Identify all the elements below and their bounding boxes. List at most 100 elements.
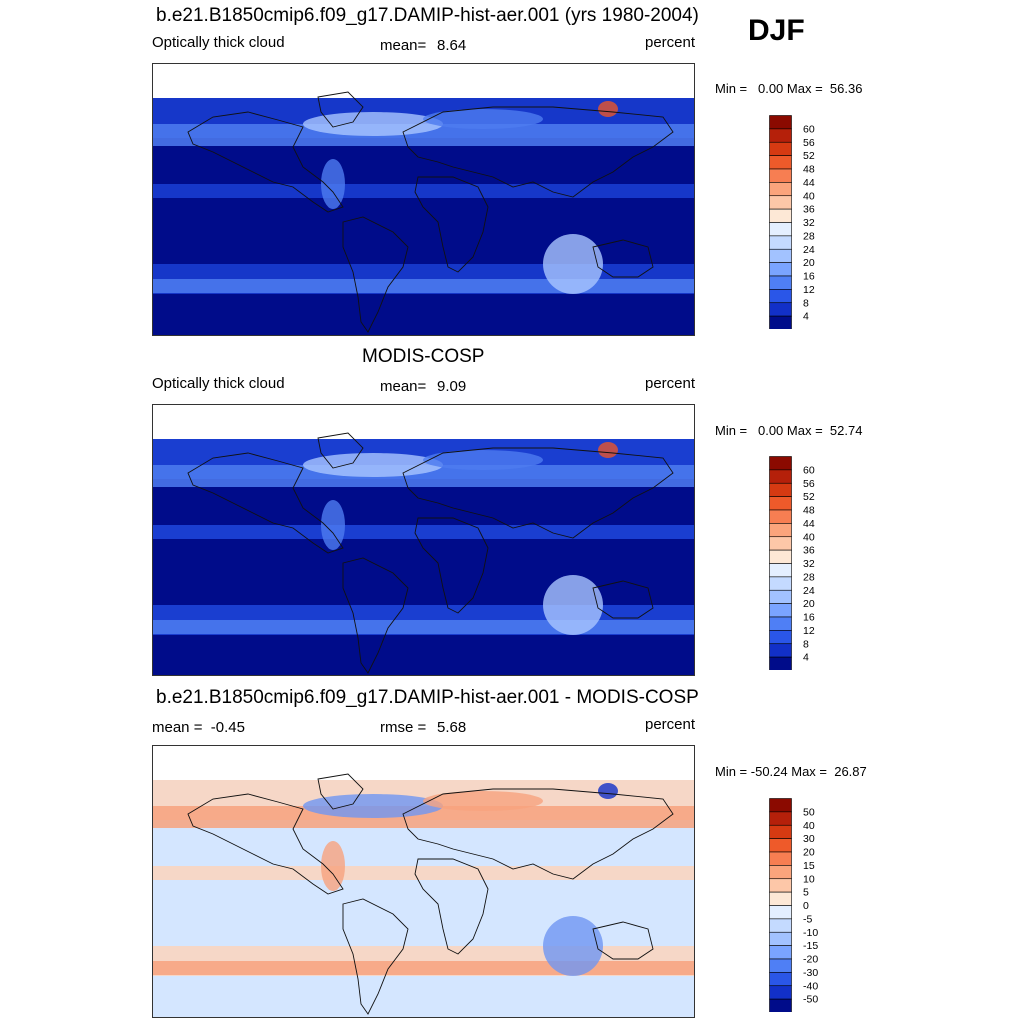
coastline (317, 773, 364, 810)
panel-1-colorbar: 60 56 52 48 44 40 36 32 28 24 20 16 12 8 4 (769, 115, 829, 330)
colorbar-tick-label: -20 (803, 954, 818, 966)
colorbar-tick-label: 4 (803, 652, 809, 664)
field-blob (321, 841, 345, 891)
colorbar-tick-label: 30 (803, 833, 815, 845)
colorbar-swatch (769, 563, 792, 578)
field-band (153, 866, 694, 880)
colorbar-tick-label: 15 (803, 860, 815, 872)
colorbar-swatch (769, 972, 792, 987)
colorbar-swatch (769, 643, 792, 658)
colorbar-swatch (769, 630, 792, 645)
panel-2-map (152, 404, 695, 676)
colorbar-tick-label: 52 (803, 491, 815, 503)
colorbar-tick-label: 28 (803, 230, 815, 242)
colorbar-swatch (769, 456, 792, 471)
colorbar-swatch (769, 958, 792, 973)
colorbar-swatch (769, 141, 792, 156)
coastline (592, 921, 654, 960)
coastline (592, 239, 654, 278)
colorbar-swatch (769, 262, 792, 277)
coastline (414, 517, 489, 614)
coastline (342, 898, 409, 1015)
colorbar-swatch (769, 918, 792, 933)
colorbar-swatch (769, 315, 792, 330)
colorbar-tick-label: 40 (803, 820, 815, 832)
coastline (317, 91, 364, 128)
no-data-region (153, 746, 694, 780)
field-band (153, 620, 694, 634)
coastline (342, 216, 409, 333)
colorbar-tick-label: 8 (803, 638, 809, 650)
colorbar-swatch (769, 576, 792, 591)
panel-3-title: b.e21.B1850cmip6.f09_g17.DAMIP-hist-aer.… (156, 687, 699, 708)
colorbar-tick-label: 16 (803, 271, 815, 283)
field-blob (543, 916, 603, 976)
field-blob (543, 234, 603, 294)
panel-2-variable-label: Optically thick cloud (152, 375, 285, 392)
coastline (414, 858, 489, 955)
colorbar-swatch (769, 985, 792, 1000)
colorbar-tick-label: 24 (803, 244, 815, 256)
field-band (153, 184, 694, 198)
panel-2-stat-value: 9.09 (437, 378, 467, 395)
colorbar-tick-label: 44 (803, 177, 815, 189)
colorbar-swatch (769, 523, 792, 538)
coastlines (187, 773, 674, 1015)
field-band (153, 279, 694, 293)
colorbar-tick-label: -10 (803, 927, 818, 939)
colorbar-tick-label: 0 (803, 900, 809, 912)
coastlines (187, 432, 674, 674)
colorbar-swatch (769, 289, 792, 304)
colorbar-swatch (769, 998, 792, 1013)
field-blob (598, 442, 618, 458)
colorbar-tick-label: 8 (803, 297, 809, 309)
colorbar-swatch (769, 549, 792, 564)
colorbar-tick-label: 48 (803, 505, 815, 517)
panel-1-minmax: Min = 0.00 Max = 56.36 (715, 81, 863, 96)
field-band (153, 124, 694, 146)
coastline (402, 106, 674, 198)
panel-2-colorbar: 60 56 52 48 44 40 36 32 28 24 20 16 12 8 4 (769, 456, 829, 671)
colorbar-tick-label: 5 (803, 887, 809, 899)
colorbar-swatch (769, 222, 792, 237)
colorbar-tick-label: 56 (803, 478, 815, 490)
field-blob (423, 109, 543, 129)
coastline (414, 176, 489, 273)
panel-3-colorbar: 50 40 30 20 15 10 5 0 -5 -10 -15 -20 -30 -40 -50 (769, 798, 829, 1013)
colorbar-tick-label: 60 (803, 123, 815, 135)
colorbar-tick-label: 60 (803, 464, 815, 476)
colorbar-swatch (769, 891, 792, 906)
colorbar-swatch (769, 195, 792, 210)
coastlines (187, 91, 674, 333)
colorbar-tick-label: 56 (803, 137, 815, 149)
coastline (187, 111, 344, 213)
colorbar-tick-label: 24 (803, 585, 815, 597)
panel-3-map (152, 745, 695, 1018)
colorbar-swatch (769, 155, 792, 170)
colorbar-swatch (769, 603, 792, 618)
colorbar-tick-label: 32 (803, 217, 815, 229)
colorbar-swatch (769, 905, 792, 920)
colorbar-tick-label: 36 (803, 204, 815, 216)
colorbar-swatch (769, 248, 792, 263)
colorbar-swatch (769, 878, 792, 893)
panel-2-stat-label: mean= (380, 378, 427, 395)
coastline (342, 557, 409, 674)
colorbar-tick-label: 12 (803, 284, 815, 296)
coastline (187, 452, 344, 554)
panel-3-mean-label: mean = -0.45 (152, 719, 245, 736)
colorbar-swatch (769, 798, 792, 813)
colorbar-swatch (769, 115, 792, 130)
coastline (592, 580, 654, 619)
colorbar-swatch (769, 811, 792, 826)
field-blob (598, 101, 618, 117)
colorbar-tick-label: -5 (803, 913, 812, 925)
colorbar-tick-label: 52 (803, 150, 815, 162)
colorbar-tick-label: 48 (803, 164, 815, 176)
panel-3-stat-value: 5.68 (437, 719, 467, 736)
colorbar-swatch (769, 536, 792, 551)
colorbar-tick-label: 32 (803, 558, 815, 570)
field-blob (423, 791, 543, 811)
colorbar-tick-label: 20 (803, 598, 815, 610)
field-blob (321, 500, 345, 550)
